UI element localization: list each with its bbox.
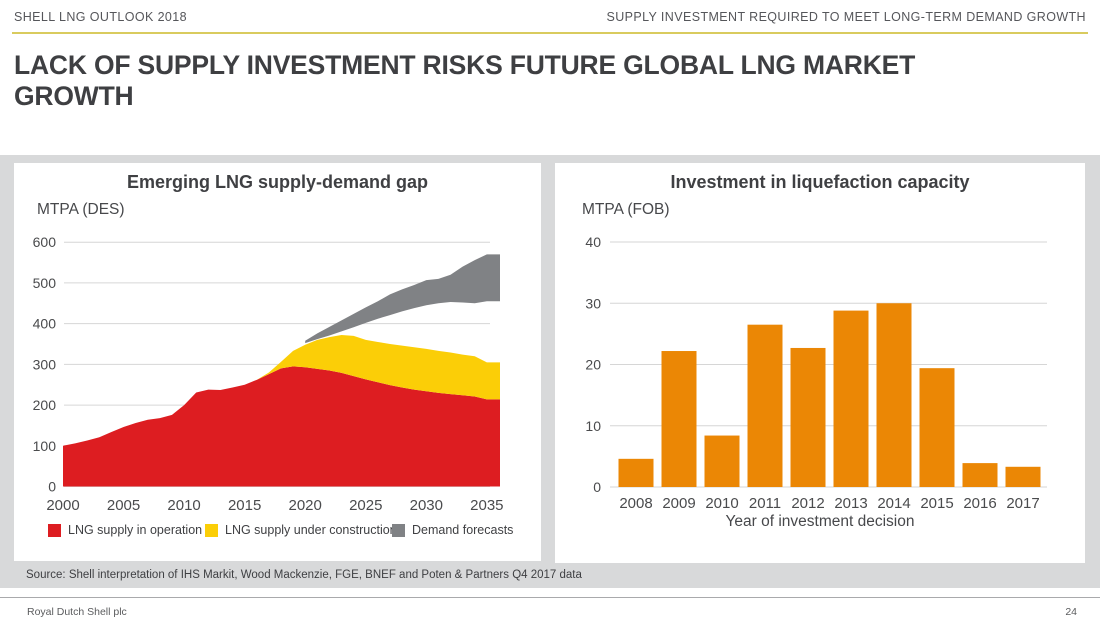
footer-company: Royal Dutch Shell plc	[27, 606, 127, 618]
x-tick-label: 2008	[619, 495, 652, 512]
bar-2013	[833, 310, 869, 487]
x-tick-label: 2025	[349, 497, 382, 514]
x-tick-label: 2017	[1006, 495, 1039, 512]
supply-demand-area-chart: 0 100 200 300 400 500 600 2000 2005 2010 2015 2020 2…	[33, 234, 504, 514]
legend-label-demand: Demand forecasts	[412, 523, 514, 537]
x-tick-label: 2009	[662, 495, 695, 512]
y-tick-label: 20	[585, 357, 601, 373]
x-tick-label: 2010	[167, 497, 200, 514]
header-accent-rule	[12, 32, 1088, 34]
footer-page-number: 24	[1065, 606, 1077, 618]
source-note: Source: Shell interpretation of IHS Mark…	[26, 569, 582, 581]
bar-2009	[661, 351, 697, 487]
legend-swatch-operation	[48, 523, 61, 537]
y-tick-label: 600	[33, 234, 57, 250]
y-tick-label: 200	[33, 397, 57, 413]
bar-2008	[618, 458, 654, 487]
investment-bar-chart: 0 10 20 30 40 2008 2009 2010 2011 2012 2013 2014 201…	[585, 234, 1047, 512]
y-tick-label: 40	[585, 234, 601, 250]
x-tick-label: 2010	[705, 495, 738, 512]
x-tick-label: 2020	[289, 497, 322, 514]
y-tick-label: 10	[585, 418, 601, 434]
y-tick-label: 400	[33, 316, 57, 332]
right-chart-xaxis-label: Year of investment decision	[725, 513, 915, 530]
legend-swatch-demand	[392, 523, 405, 537]
y-tick-label: 500	[33, 275, 57, 291]
y-tick-label: 100	[33, 438, 57, 454]
y-tick-label: 30	[585, 295, 601, 311]
bar-2015	[919, 368, 955, 487]
y-tick-label: 0	[593, 479, 601, 495]
bar-2014	[876, 303, 912, 487]
x-tick-label: 2035	[470, 497, 503, 514]
legend-item-operation: LNG supply in operation	[48, 523, 202, 537]
footer-rule	[0, 597, 1100, 598]
left-chart-title: Emerging LNG supply-demand gap	[126, 172, 429, 192]
legend-label-construction: LNG supply under construction	[225, 523, 397, 537]
header-right-text: SUPPLY INVESTMENT REQUIRED TO MEET LONG-…	[606, 10, 1086, 24]
investment-chart-card: Investment in liquefaction capacity MTPA…	[555, 163, 1085, 563]
bar-2011	[747, 324, 783, 487]
bar-2012	[790, 347, 826, 487]
left-chart-legend: LNG supply in operation LNG supply under…	[14, 523, 541, 545]
area-supply-construction	[256, 335, 500, 400]
bar-2010	[704, 435, 740, 487]
bar-2017	[1005, 466, 1041, 487]
y-tick-label: 300	[33, 356, 57, 372]
x-tick-label: 2011	[749, 495, 781, 512]
x-tick-label: 2030	[410, 497, 443, 514]
right-chart-unit-label: MTPA (FOB)	[582, 201, 670, 218]
x-tick-label: 2013	[834, 495, 867, 512]
legend-swatch-construction	[205, 523, 218, 537]
x-tick-label: 2012	[791, 495, 824, 512]
page-title: LACK OF SUPPLY INVESTMENT RISKS FUTURE G…	[14, 50, 916, 112]
header-left-text: SHELL LNG OUTLOOK 2018	[14, 10, 187, 24]
x-tick-label: 2000	[46, 497, 79, 514]
legend-item-demand: Demand forecasts	[392, 523, 513, 537]
x-tick-label: 2015	[228, 497, 261, 514]
x-tick-label: 2014	[877, 495, 910, 512]
area-demand-forecast-band	[305, 254, 500, 344]
legend-label-operation: LNG supply in operation	[68, 523, 203, 537]
left-chart-unit-label: MTPA (DES)	[37, 201, 125, 218]
legend-item-construction: LNG supply under construction	[205, 523, 397, 537]
y-tick-label: 0	[48, 479, 56, 495]
area-supply-operation	[63, 366, 500, 487]
supply-demand-chart-card: Emerging LNG supply-demand gap MTPA (DES…	[14, 163, 541, 561]
x-tick-label: 2016	[963, 495, 996, 512]
right-chart-title: Investment in liquefaction capacity	[670, 172, 970, 192]
x-tick-label: 2005	[107, 497, 140, 514]
bar-2016	[962, 463, 998, 487]
x-tick-label: 2015	[920, 495, 953, 512]
